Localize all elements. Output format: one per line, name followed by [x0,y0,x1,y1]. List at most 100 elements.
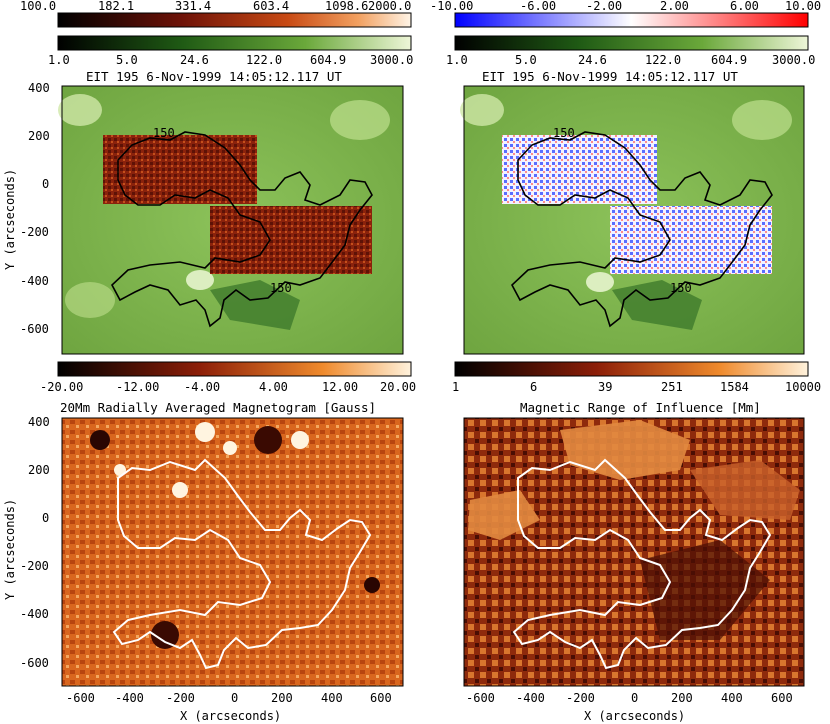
tick-label: 122.0 [645,53,681,67]
bright-region [186,270,214,290]
tick-label: 5.0 [116,53,138,67]
dark-spot [364,577,380,593]
panel-bottom-left: 20Mm Radially Averaged Magnetogram [Gaus… [3,400,404,723]
panel-title: 20Mm Radially Averaged Magnetogram [Gaus… [60,400,376,415]
tick-label: 1.0 [48,53,70,67]
contour-label: 150 [553,126,575,140]
tick-label: 5.0 [515,53,537,67]
y-axis-label: Y (arcseconds) [3,169,17,270]
coronal-hole [612,280,702,330]
y-tick-label: 200 [28,463,50,477]
y-tick-label: -400 [20,607,49,621]
panel-title: EIT 195 6-Nov-1999 14:05:12.117 UT [482,69,738,84]
y-tick-label: 400 [28,81,50,95]
tick-label: 604.9 [310,53,346,67]
tick-label: 182.1 [98,0,134,13]
panel-top-left: EIT 195 6-Nov-1999 14:05:12.117 UT 150 1… [3,69,404,355]
bright-region [468,490,540,540]
y-tick-label: 200 [28,129,50,143]
tick-label: 3000.0 [370,53,413,67]
y-tick-label: 400 [28,415,50,429]
bright-region [460,94,504,126]
inset-red-map [103,135,257,204]
dark-spot [151,621,179,649]
bright-spot [291,431,309,449]
bright-spot [223,441,237,455]
colorbar-red-strip [57,12,412,28]
tick-label: 20.00 [380,380,416,394]
plot-frame [463,417,805,687]
tick-label: -2.00 [586,0,622,13]
bright-spot [195,422,215,442]
y-tick-label: -600 [20,322,49,336]
inset-bwr-map [502,135,657,204]
x-tick-label: 600 [771,691,793,705]
plot-frame [463,85,805,355]
colorbar-mid-right: 1 6 39 251 1584 10000 [452,361,821,394]
colorbar-heat-strip [57,361,412,377]
tick-label: 1584 [720,380,749,394]
bright-region [330,100,390,140]
x-tick-label: 400 [721,691,743,705]
colorbar-green-strip [57,35,412,51]
x-tick-label: -600 [466,691,495,705]
tick-label: 122.0 [246,53,282,67]
colorbar-top-left: 100.0 182.1 331.4 603.4 1098.6 2000.0 1.… [20,0,413,67]
dark-spot [90,430,110,450]
bright-region [65,282,115,318]
x-tick-label: -400 [115,691,144,705]
tick-label: 6.00 [730,0,759,13]
x-tick-label: 0 [231,691,238,705]
x-axis-label: X (arcseconds) [584,709,685,723]
tick-label: 24.6 [578,53,607,67]
colorbar-bwr-strip [454,12,809,28]
tick-label: 12.00 [322,380,358,394]
contour-150 [511,131,773,328]
tick-label: 2.00 [660,0,689,13]
tick-label: 1098.6 [325,0,368,13]
dark-spot [254,426,282,454]
bright-region [690,460,800,520]
contour-label: 150 [153,126,175,140]
tick-label: -6.00 [520,0,556,13]
tick-label: -10.00 [430,0,473,13]
contour-white [512,458,772,670]
dark-region [640,540,770,640]
bright-region [58,94,102,126]
bright-region [560,420,690,480]
x-axis-label: X (arcseconds) [180,709,281,723]
plot-frame [61,417,404,687]
magnetogram-image [62,418,403,686]
tick-label: 39 [598,380,612,394]
panel-top-right: EIT 195 6-Nov-1999 14:05:12.117 UT 150 1… [460,69,805,355]
colorbar-mid-left: -20.00 -12.00 -4.00 4.00 12.00 20.00 [40,361,416,394]
x-tick-label: -200 [166,691,195,705]
y-tick-label: -400 [20,274,49,288]
tick-label: 251 [661,380,683,394]
y-axis-label: Y (arcseconds) [3,499,17,600]
contour-label: 150 [270,281,292,295]
tick-label: 3000.0 [772,53,815,67]
tick-label: -20.00 [40,380,83,394]
panel-bottom-right: Magnetic Range of Influence [Mm] -600 -4… [463,400,805,723]
x-tick-label: 200 [271,691,293,705]
bright-spot [114,464,126,476]
inset-bwr-map [610,206,772,274]
bright-spot [172,482,188,498]
tick-label: 2000.0 [368,0,411,13]
x-tick-label: 200 [671,691,693,705]
inset-red-map [210,206,372,274]
x-tick-label: -400 [516,691,545,705]
x-tick-label: 600 [370,691,392,705]
tick-label: -12.00 [116,380,159,394]
tick-label: 100.0 [20,0,56,13]
x-tick-label: -200 [566,691,595,705]
y-tick-label: 0 [42,511,49,525]
tick-label: 4.00 [259,380,288,394]
x-tick-label: -600 [66,691,95,705]
panel-title: Magnetic Range of Influence [Mm] [520,400,761,415]
contour-150 [111,131,373,328]
bright-region [732,100,792,140]
contour-label: 150 [670,281,692,295]
